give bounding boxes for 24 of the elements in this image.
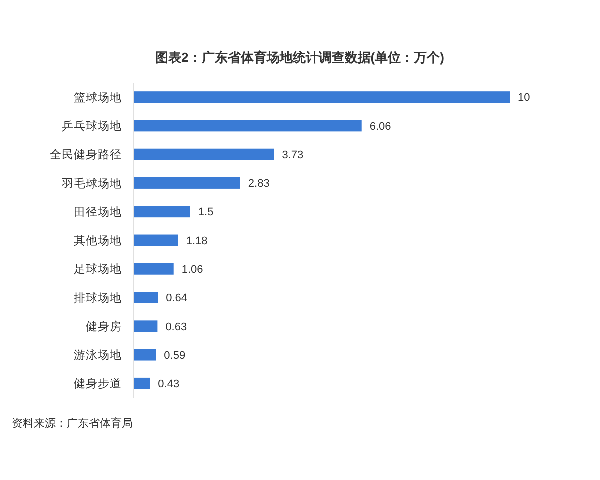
data-label: 1.18 bbox=[186, 235, 208, 248]
title: 图表2：广东省体育场地统计调查数据(单位：万个) bbox=[156, 50, 444, 65]
category-label: 乒乓球场地 bbox=[62, 120, 122, 133]
data-label: 6.06 bbox=[370, 120, 392, 133]
category-label: 田径场地 bbox=[74, 206, 122, 219]
category-label: 足球场地 bbox=[74, 264, 122, 276]
category-label: 健身房 bbox=[86, 321, 122, 334]
category-label: 游泳场地 bbox=[74, 350, 122, 362]
data-label: 2.83 bbox=[248, 178, 270, 190]
data-label: 0.64 bbox=[166, 292, 188, 305]
category-label: 健身步道 bbox=[74, 378, 122, 391]
category-label: 全民健身路径 bbox=[50, 150, 122, 162]
data-label: 3.73 bbox=[282, 149, 304, 162]
category-label: 排球场地 bbox=[74, 292, 122, 305]
category-label: 其他场地 bbox=[74, 236, 122, 248]
data-label: 0.43 bbox=[158, 378, 180, 391]
annotation: 资料来源：广东省体育局 bbox=[12, 418, 133, 430]
data-label: 0.59 bbox=[164, 350, 186, 362]
category-label: 羽毛球场地 bbox=[62, 178, 122, 190]
data-label: 1.5 bbox=[198, 206, 214, 219]
data-label: 10 bbox=[518, 92, 530, 104]
data-label: 1.06 bbox=[182, 264, 204, 276]
data-label: 0.63 bbox=[166, 321, 188, 334]
category-label: 篮球场地 bbox=[74, 92, 122, 104]
